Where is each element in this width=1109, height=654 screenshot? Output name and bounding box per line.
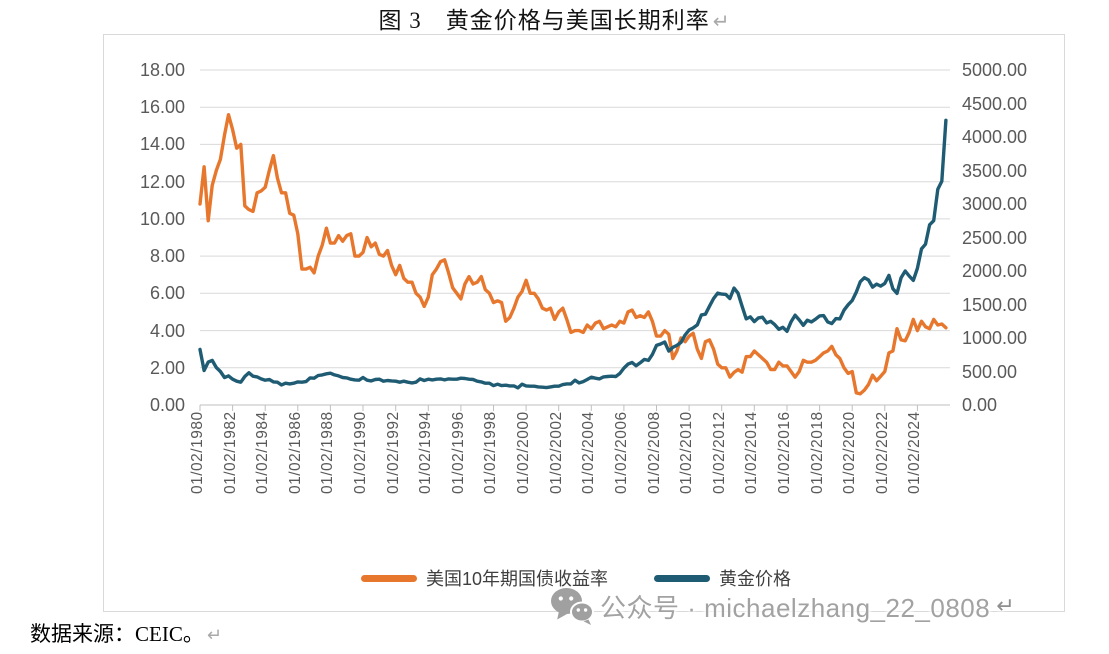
legend-item: 美国10年期国债收益率 [360,565,609,591]
watermark: 公众号 · michaelzhang_22_0808 ↵ [550,587,1015,625]
x-axis-tick-label: 01/02/2014 [743,411,761,494]
x-axis-tick-label: 01/02/2000 [515,411,533,494]
x-axis-tick-label: 01/02/2006 [612,411,630,494]
source-note-text: 数据来源：CEIC。 [30,622,204,646]
x-axis-tick-label: 01/02/1990 [352,411,370,494]
right-axis-tick-label: 0.00 [962,395,998,415]
right-axis-tick-label: 2000.00 [962,261,1028,281]
left-axis-tick-label: 16.00 [139,97,185,118]
x-axis-tick-label: 01/02/1992 [384,411,402,494]
x-axis-tick-label: 01/02/1986 [286,411,304,494]
x-axis-tick-label: 01/02/1996 [449,411,467,494]
x-axis-tick-label: 01/02/1982 [221,411,239,494]
x-axis-tick-label: 01/02/1994 [417,411,435,494]
legend-label: 黄金价格 [719,569,792,589]
x-axis-tick-label: 01/02/2018 [808,411,826,494]
right-axis-tick-label: 4500.00 [962,93,1028,114]
x-axis-tick-label: 01/02/2004 [580,411,598,494]
right-axis-tick-label: 5000.00 [962,60,1028,80]
right-axis-tick-label: 1500.00 [962,294,1028,315]
left-axis-tick-label: 0.00 [149,395,185,415]
left-axis-tick-label: 6.00 [149,283,185,304]
x-axis-tick-label: 01/02/1984 [254,411,272,494]
source-note: 数据来源：CEIC。 ↵ [30,618,222,648]
left-axis-tick-label: 18.00 [139,60,185,80]
x-axis-tick-label: 01/02/2024 [906,411,924,494]
x-axis-tick-label: 01/02/1998 [482,411,500,494]
source-return-icon: ↵ [206,625,222,646]
x-axis-tick-label: 01/02/2020 [841,411,859,494]
figure-title: 图 3 黄金价格与美国长期利率 ↵ [0,1,1109,35]
legend-swatch [654,574,711,582]
left-axis-tick-label: 12.00 [139,171,185,192]
legend: 美国10年期国债收益率 黄金价格 [200,565,952,591]
figure-title-text: 图 3 黄金价格与美国长期利率 [378,8,710,33]
watermark-return-icon: ↵ [996,593,1016,619]
left-axis-tick-label: 4.00 [149,320,185,341]
right-axis-tick-label: 1000.00 [962,328,1028,348]
legend-swatch [360,574,417,582]
x-axis-tick-label: 01/02/2022 [873,411,891,494]
x-axis-tick-label: 01/02/2002 [547,411,565,494]
legend-label: 美国10年期国债收益率 [425,569,609,589]
left-axis-tick-label: 14.00 [139,134,185,155]
x-axis-tick-label: 01/02/1980 [189,411,206,494]
left-axis-tick-label: 2.00 [149,357,185,378]
x-axis-tick-label: 01/02/2008 [645,411,663,494]
x-axis-tick-label: 01/02/2012 [710,411,728,494]
right-axis-tick-label: 4000.00 [962,127,1028,147]
right-axis-tick-label: 3500.00 [962,160,1028,181]
x-axis-tick-label: 01/02/2016 [775,411,793,494]
right-axis-tick-label: 500.00 [962,361,1018,382]
paragraph-mark-icon: ↵ [712,9,731,33]
right-axis-tick-label: 2500.00 [962,227,1028,248]
watermark-text: 公众号 · michaelzhang_22_0808 [600,592,991,623]
x-axis-tick-label: 01/02/2010 [678,411,696,494]
right-axis-tick-label: 3000.00 [962,194,1028,214]
left-axis-tick-label: 10.00 [139,208,185,229]
left-axis-tick-label: 8.00 [149,246,185,267]
wechat-icon [550,587,594,625]
x-axis-tick-label: 01/02/1988 [319,411,337,494]
legend-item: 黄金价格 [654,565,791,591]
